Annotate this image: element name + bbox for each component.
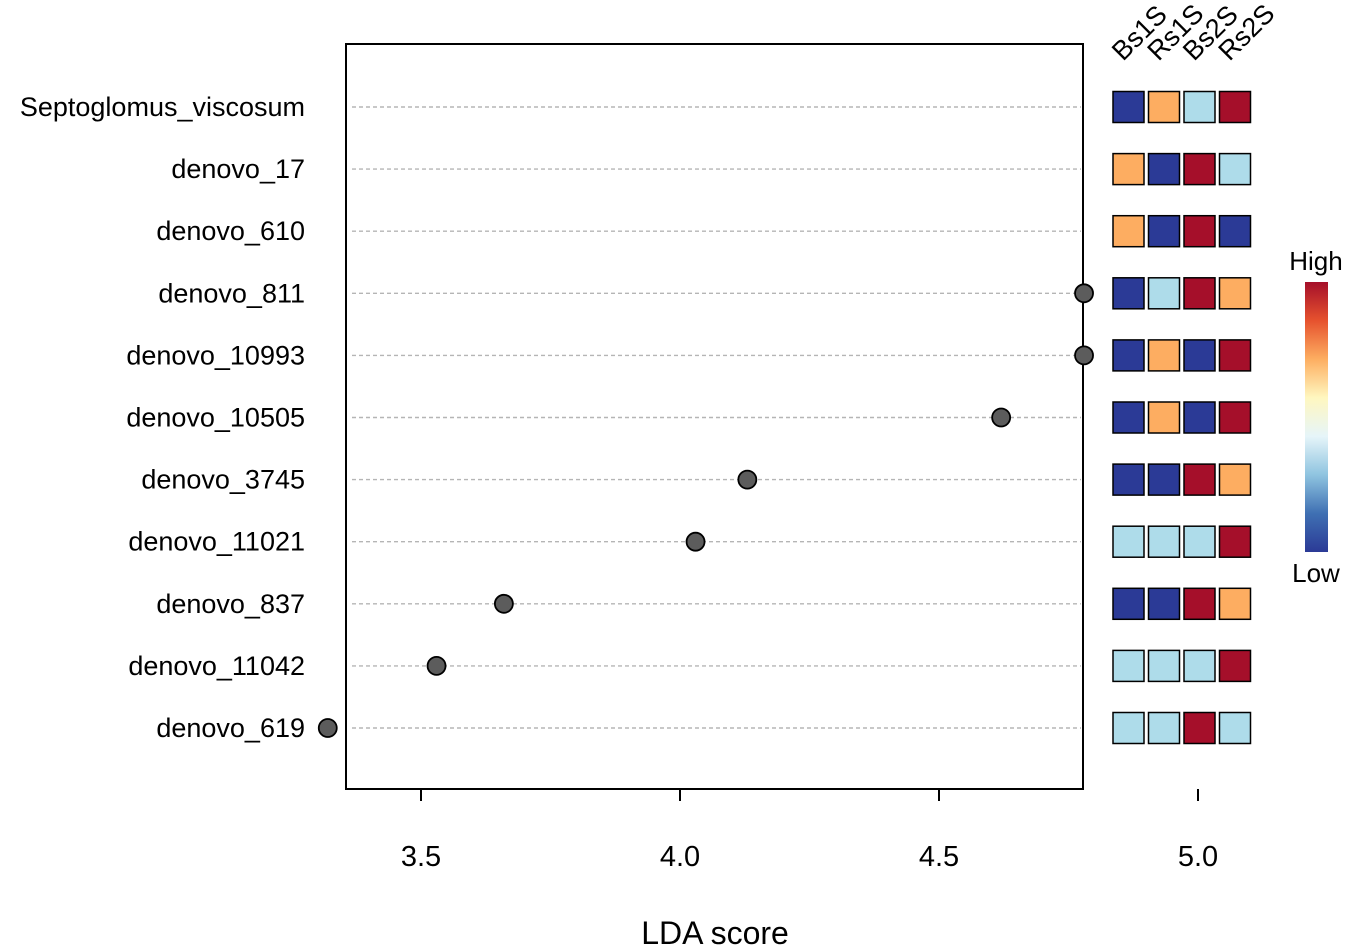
feature-label: denovo_17 xyxy=(171,154,305,184)
heat-cell-Bs1S xyxy=(1112,463,1145,496)
feature-labels: Septoglomus_viscosum denovo_17 denovo_610d… xyxy=(20,92,305,743)
heat-cell-Bs2S xyxy=(1183,463,1216,496)
colorbar-low-label: Low xyxy=(1292,558,1340,588)
feature-label: denovo_3745 xyxy=(141,465,305,495)
feature-label: Septoglomus_viscosum xyxy=(20,92,305,122)
heat-cell-Rs1S xyxy=(1147,339,1181,372)
heat-cell-Bs1S xyxy=(1112,152,1145,186)
gridlines xyxy=(352,106,1081,729)
heat-cell-Bs2S xyxy=(1183,152,1216,186)
data-point-denovo_10505 xyxy=(991,407,1012,428)
heat-cell-Rs2S xyxy=(1218,214,1252,248)
heat-cell-Bs2S xyxy=(1183,214,1216,248)
feature-label: denovo_11021 xyxy=(128,527,305,557)
heat-cell-Bs1S xyxy=(1112,649,1145,683)
heat-cell-Rs1S xyxy=(1147,649,1181,683)
x-tick-label: 5.0 xyxy=(1178,841,1218,873)
heat-cell-Rs2S xyxy=(1218,649,1252,683)
heat-cell-Bs1S xyxy=(1112,401,1145,434)
heat-cell-Rs1S xyxy=(1147,525,1181,558)
heat-cell-Bs2S xyxy=(1183,401,1216,434)
heat-cell-Bs2S xyxy=(1183,90,1216,124)
feature-label: denovo_11042 xyxy=(128,651,305,681)
heat-cell-Bs1S xyxy=(1112,525,1145,558)
heat-cell-Rs2S xyxy=(1218,339,1252,372)
heat-cell-Bs2S xyxy=(1183,339,1216,372)
data-point-denovo_837 xyxy=(493,593,514,614)
heat-cell-Bs1S xyxy=(1112,214,1145,248)
data-point-denovo_11021 xyxy=(685,531,706,552)
heat-cell-Rs2S xyxy=(1218,401,1252,434)
heat-cell-Rs1S xyxy=(1147,463,1181,496)
abundance-heatmap xyxy=(1112,90,1252,745)
heat-cell-Bs2S xyxy=(1183,587,1216,621)
heat-cell-Rs1S xyxy=(1147,587,1181,621)
heat-cell-Rs1S xyxy=(1147,152,1181,186)
heat-cell-Rs2S xyxy=(1218,152,1252,186)
heat-cell-Bs2S xyxy=(1183,525,1216,558)
data-point-denovo_811 xyxy=(1074,283,1094,304)
x-tick-label: 3.5 xyxy=(401,841,441,873)
heat-cell-Bs1S xyxy=(1112,90,1145,124)
heat-cell-Rs2S xyxy=(1218,90,1252,124)
data-point-denovo_11042 xyxy=(426,656,447,676)
x-axis: 3.54.04.55.05.56.0 xyxy=(401,789,1218,873)
colorbar: High Low xyxy=(1289,246,1342,588)
x-tick-label: 4.5 xyxy=(919,841,959,873)
data-point-denovo_619 xyxy=(317,718,338,738)
feature-label: denovo_10505 xyxy=(126,403,305,433)
heat-cell-Bs2S xyxy=(1183,649,1216,683)
colorbar-gradient xyxy=(1305,282,1328,552)
heat-cell-Bs1S xyxy=(1112,587,1145,621)
heat-cell-Bs1S xyxy=(1112,277,1145,310)
heat-cell-Bs1S xyxy=(1112,339,1145,372)
heat-cell-Bs1S xyxy=(1112,711,1145,745)
feature-label: denovo_10993 xyxy=(126,340,305,370)
heat-cell-Bs2S xyxy=(1183,277,1216,310)
x-tick-label: 4.0 xyxy=(660,841,700,873)
feature-label: denovo_619 xyxy=(156,713,305,743)
heat-cell-Rs1S xyxy=(1147,711,1181,745)
heat-cell-Rs2S xyxy=(1218,587,1252,621)
heat-cell-Rs2S xyxy=(1218,711,1252,745)
heat-cell-Rs1S xyxy=(1147,90,1181,124)
heat-cell-Rs2S xyxy=(1218,463,1252,496)
heat-cell-Rs1S xyxy=(1147,214,1181,248)
heat-cell-Bs2S xyxy=(1183,711,1216,745)
plot-frame xyxy=(345,43,1084,790)
data-points xyxy=(317,283,1094,738)
heat-cell-Rs1S xyxy=(1147,401,1181,434)
heat-cell-Rs1S xyxy=(1147,277,1181,310)
feature-label: denovo_837 xyxy=(156,589,305,619)
feature-label: denovo_610 xyxy=(156,216,305,246)
data-point-denovo_3745 xyxy=(737,469,758,490)
x-axis-label: LDA score xyxy=(641,915,789,948)
data-point-denovo_10993 xyxy=(1074,345,1094,366)
feature-label: denovo_811 xyxy=(158,278,305,308)
heat-cell-Rs2S xyxy=(1218,277,1252,310)
colorbar-high-label: High xyxy=(1289,246,1342,276)
heat-cell-Rs2S xyxy=(1218,525,1252,558)
